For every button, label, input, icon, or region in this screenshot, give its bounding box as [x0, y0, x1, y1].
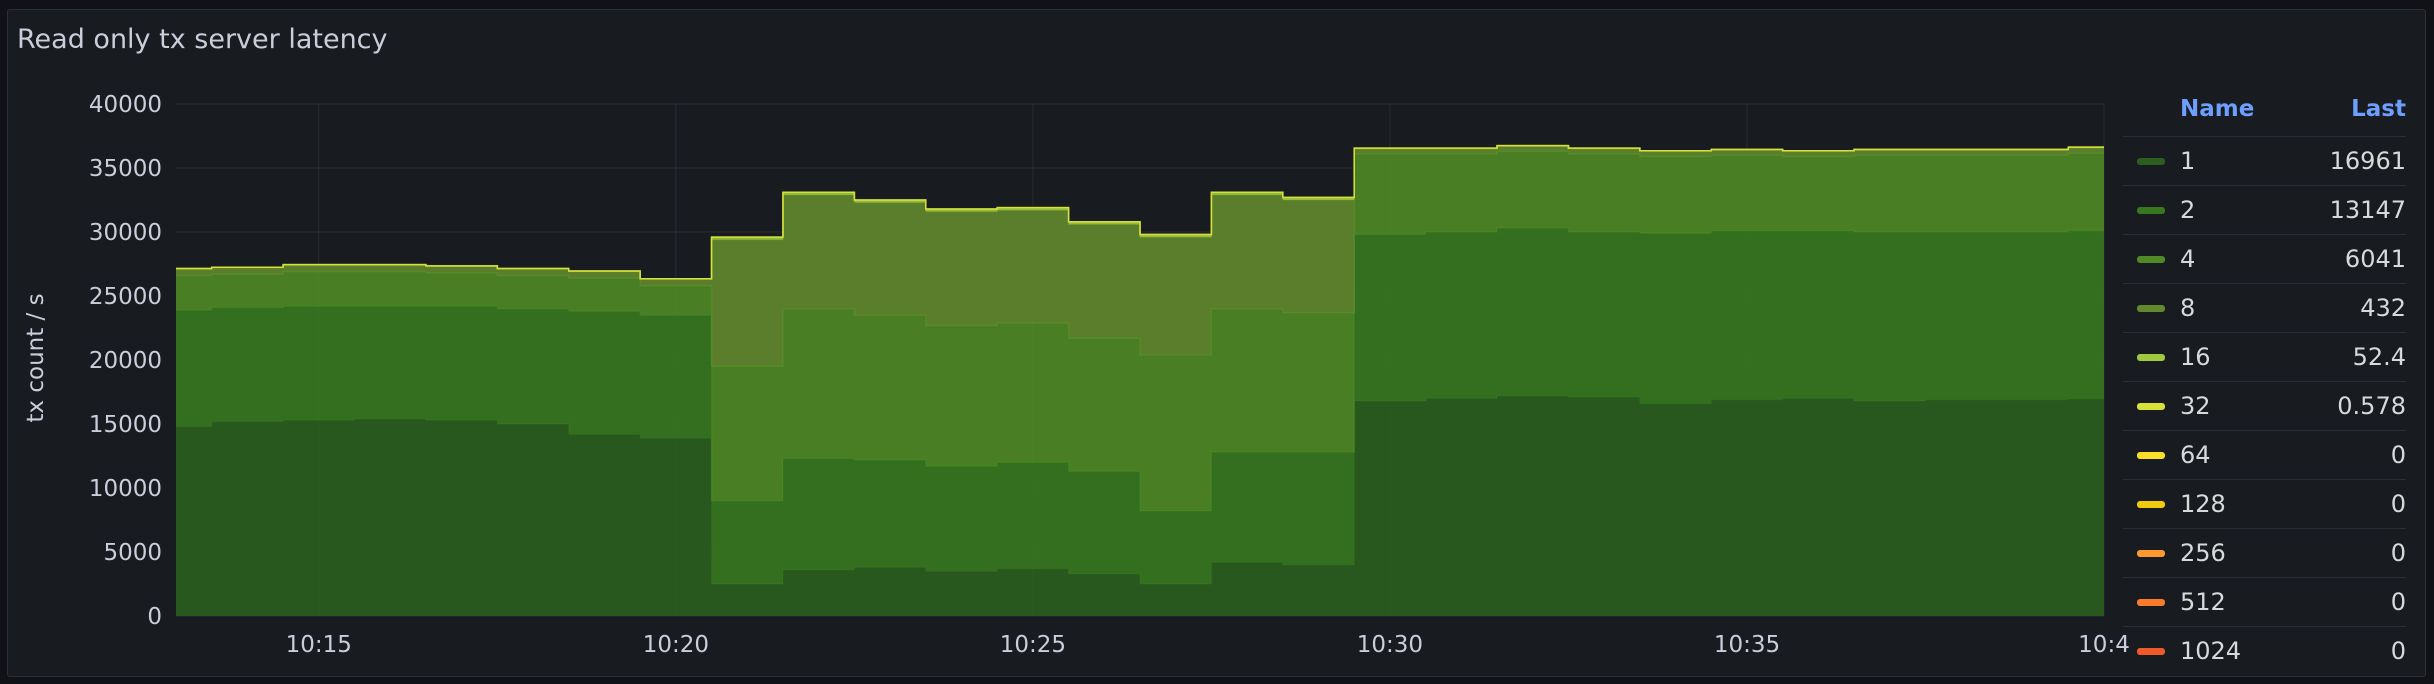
legend-last-value: 0	[2390, 637, 2406, 665]
legend-row-512[interactable]: 512 0	[2123, 577, 2406, 626]
legend-swatch	[2137, 452, 2165, 459]
legend-last-value: 16961	[2329, 147, 2406, 175]
legend-last-value: 432	[2360, 294, 2406, 322]
legend-row-32[interactable]: 32 0.578	[2123, 381, 2406, 430]
series-area-1	[176, 395, 2104, 616]
legend-swatch	[2137, 354, 2165, 361]
legend-series-name: 16	[2180, 343, 2211, 371]
legend-row-128[interactable]: 128 0	[2123, 479, 2406, 528]
y-tick-labels: 0 5000 10000 15000 20000 25000 30000 35000 40000	[89, 92, 162, 630]
legend-header: Name Last	[2123, 94, 2406, 136]
legend-swatch	[2137, 207, 2165, 214]
x-tick-label: 10:4	[2078, 632, 2130, 658]
legend-last-value: 6041	[2344, 245, 2406, 273]
legend-header-last[interactable]: Last	[2351, 96, 2406, 122]
legend-series-name: 4	[2180, 245, 2196, 273]
series-line-32	[176, 144, 2104, 280]
y-tick-label: 30000	[89, 220, 162, 246]
legend-swatch	[2137, 501, 2165, 508]
legend-swatch	[2137, 158, 2165, 165]
legend-last-value: 0	[2390, 490, 2406, 518]
legend-row-8[interactable]: 8 432	[2123, 283, 2406, 332]
legend-row-16[interactable]: 16 52.4	[2123, 332, 2406, 381]
legend-last-value: 0	[2390, 441, 2406, 469]
legend-header-name[interactable]: Name	[2180, 96, 2255, 122]
y-tick-label: 40000	[89, 92, 162, 118]
legend-series-name: 1024	[2180, 637, 2242, 665]
series-areas	[176, 144, 2104, 616]
y-tick-label: 35000	[89, 156, 162, 182]
legend-series-name: 1	[2180, 147, 2196, 175]
legend-rows: 1 16961 2 13147 4 6041 8 432 16 52.4 32 0.578 64 0 128…	[2123, 136, 2406, 675]
legend-series-name: 128	[2180, 490, 2226, 518]
legend-row-1024[interactable]: 1024 0	[2123, 626, 2406, 675]
legend-series-name: 2	[2180, 196, 2196, 224]
x-tick-label: 10:25	[1000, 632, 1066, 658]
legend-row-1[interactable]: 1 16961	[2123, 136, 2406, 185]
legend-series-name: 8	[2180, 294, 2196, 322]
legend-swatch	[2137, 256, 2165, 263]
legend-row-64[interactable]: 64 0	[2123, 430, 2406, 479]
y-tick-label: 20000	[89, 348, 162, 374]
x-tick-label: 10:15	[286, 632, 352, 658]
legend-series-name: 256	[2180, 539, 2226, 567]
x-tick-label: 10:20	[643, 632, 709, 658]
legend-swatch	[2137, 550, 2165, 557]
legend-table: Name Last 1 16961 2 13147 4 6041 8 432 16 52.4 32 0…	[2123, 94, 2406, 675]
panel-title[interactable]: Read only tx server latency	[17, 24, 388, 55]
legend-row-2[interactable]: 2 13147	[2123, 185, 2406, 234]
legend-last-value: 0.578	[2337, 392, 2406, 420]
series-area-8	[176, 146, 2104, 367]
series-area-2	[176, 228, 2104, 584]
y-tick-label: 15000	[89, 412, 162, 438]
x-tick-label: 10:30	[1357, 632, 1423, 658]
x-tick-label: 10:35	[1714, 632, 1780, 658]
legend-row-4[interactable]: 4 6041	[2123, 234, 2406, 283]
x-tick-labels: 10:15 10:20 10:25 10:30 10:35 10:4	[286, 632, 2130, 658]
y-tick-label: 0	[147, 604, 162, 630]
legend-series-name: 512	[2180, 588, 2226, 616]
legend-series-name: 32	[2180, 392, 2211, 420]
legend-last-value: 0	[2390, 588, 2406, 616]
legend-last-value: 52.4	[2352, 343, 2406, 371]
legend-last-value: 13147	[2329, 196, 2406, 224]
legend-swatch	[2137, 403, 2165, 410]
legend-swatch	[2137, 305, 2165, 312]
y-tick-label: 25000	[89, 284, 162, 310]
y-tick-label: 5000	[103, 540, 162, 566]
legend-last-value: 0	[2390, 539, 2406, 567]
y-tick-label: 10000	[89, 476, 162, 502]
series-area-4	[176, 151, 2104, 512]
legend-swatch	[2137, 599, 2165, 606]
legend-swatch	[2137, 648, 2165, 655]
legend-row-256[interactable]: 256 0	[2123, 528, 2406, 577]
legend-series-name: 64	[2180, 441, 2211, 469]
